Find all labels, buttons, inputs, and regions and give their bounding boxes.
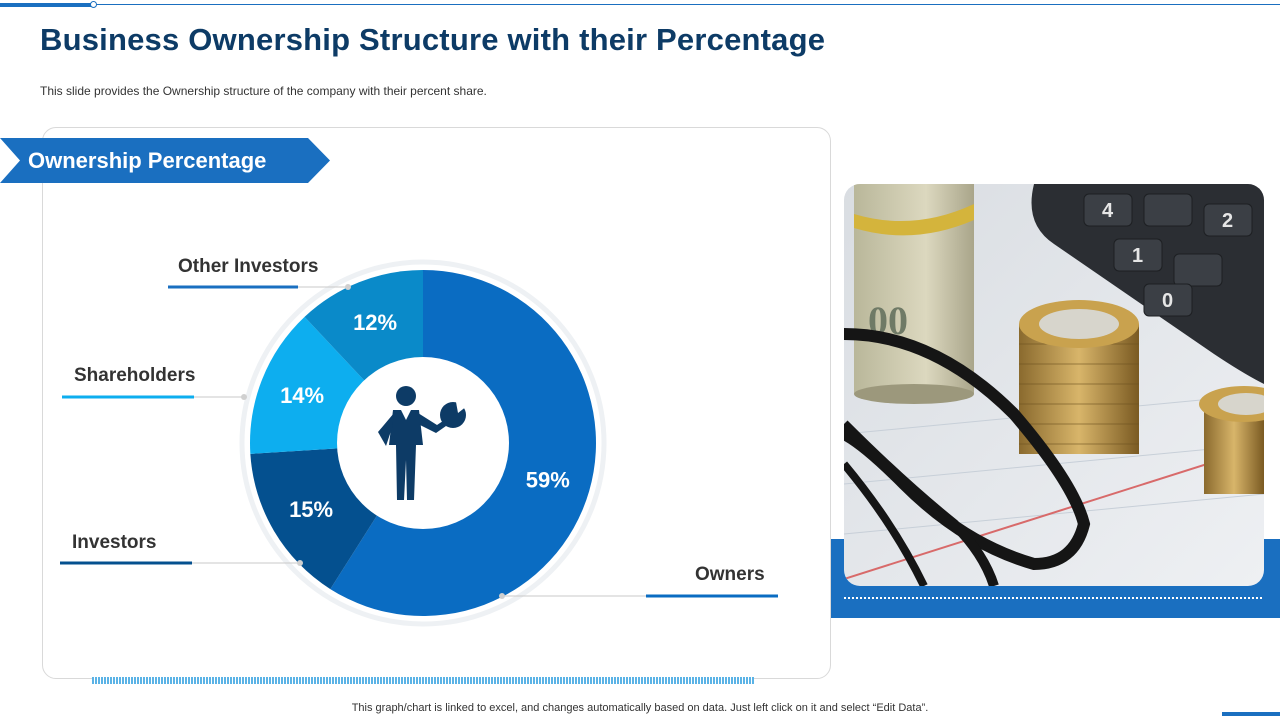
svg-text:4: 4	[1102, 200, 1114, 222]
page-subtitle: This slide provides the Ownership struct…	[40, 84, 487, 98]
ribbon-label: Ownership Percentage	[28, 148, 267, 173]
bottom-decorative-stripe	[92, 677, 754, 684]
footnote: This graph/chart is linked to excel, and…	[351, 702, 929, 714]
ribbon-shape	[0, 138, 330, 183]
section-ribbon: Ownership Percentage	[0, 138, 330, 183]
slice-value-label-shareholders: 14%	[280, 383, 324, 408]
top-accent-dot	[90, 1, 97, 8]
legend-label-owners: Owners	[695, 564, 765, 585]
corner-accent-bar	[1222, 712, 1280, 716]
donut-hole	[337, 357, 509, 529]
businessman-with-pie-chart-icon	[378, 386, 467, 500]
money-coins-calculator-glasses-photo: 4 2 1 0 00	[844, 184, 1264, 586]
photo-illustration: 4 2 1 0 00	[844, 184, 1264, 586]
slice-value-label-owners: 59%	[526, 467, 570, 492]
slice-value-label-other-investors: 12%	[353, 310, 397, 335]
top-accent-bar	[0, 3, 94, 7]
legend-label-other-investors: Other Investors	[178, 256, 319, 277]
top-accent-line	[94, 4, 1280, 5]
page-title: Business Ownership Structure with their …	[40, 22, 826, 57]
svg-text:0: 0	[1162, 290, 1173, 312]
svg-text:1: 1	[1132, 245, 1143, 267]
svg-text:2: 2	[1222, 210, 1233, 232]
photo-dotted-line	[844, 597, 1262, 599]
callout-lines	[60, 284, 778, 599]
legend-label-investors: Investors	[72, 532, 157, 553]
slice-value-label-investors: 15%	[289, 497, 333, 522]
legend-label-shareholders: Shareholders	[74, 365, 196, 386]
